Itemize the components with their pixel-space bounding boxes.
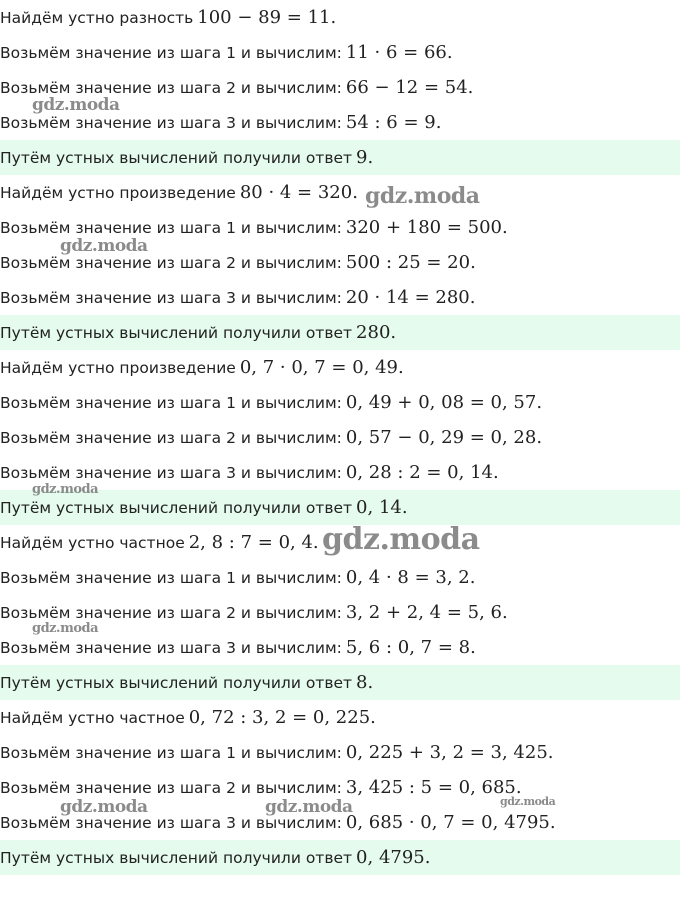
step-line: Найдём устно частное 2, 8 : 7 = 0, 4. [0, 525, 680, 560]
step-text: Возьмём значение из шага 2 и вычислим: [0, 428, 342, 447]
step-line: Возьмём значение из шага 1 и вычислим: 32… [0, 210, 680, 245]
step-formula: 500 : 25 = 20. [345, 252, 476, 273]
watermark: gdz.moda [32, 482, 99, 497]
step-text: Возьмём значение из шага 3 и вычислим: [0, 463, 342, 482]
step-text: Возьмём значение из шага 2 и вычислим: [0, 778, 342, 797]
watermark: gdz.moda [60, 797, 148, 817]
step-formula: 2, 8 : 7 = 0, 4. [188, 532, 319, 553]
watermark: gdz.moda [265, 797, 353, 817]
step-formula: 0, 28 : 2 = 0, 14. [345, 462, 499, 483]
step-text: Возьмём значение из шага 1 и вычислим: [0, 743, 342, 762]
step-line: Возьмём значение из шага 1 и вычислим: 0,… [0, 560, 680, 595]
step-line: Найдём устно частное 0, 72 : 3, 2 = 0, 22… [0, 700, 680, 735]
watermark: gdz.moda [500, 795, 556, 808]
step-formula: 80 · 4 = 320. [239, 182, 358, 203]
step-formula: 280. [356, 322, 397, 343]
step-text: Возьмём значение из шага 1 и вычислим: [0, 568, 342, 587]
step-formula: 54 : 6 = 9. [345, 112, 442, 133]
step-text: Возьмём значение из шага 1 и вычислим: [0, 43, 342, 62]
step-text: Путём устных вычислений получили ответ [0, 673, 353, 692]
step-formula: 0, 72 : 3, 2 = 0, 225. [188, 707, 376, 728]
answer-line: Путём устных вычислений получили ответ 0,… [0, 840, 680, 875]
step-line: Найдём устно произведение 0, 7 · 0, 7 = 0… [0, 350, 680, 385]
step-formula: 0, 14. [356, 497, 408, 518]
step-text: Путём устных вычислений получили ответ [0, 498, 353, 517]
answer-line: Путём устных вычислений получили ответ 0,… [0, 490, 680, 525]
step-formula: 0, 4 · 8 = 3, 2. [345, 567, 476, 588]
step-line: Возьмём значение из шага 2 и вычислим: 50… [0, 245, 680, 280]
step-formula: 8. [356, 672, 374, 693]
step-formula: 9. [356, 147, 374, 168]
step-text: Возьмём значение из шага 1 и вычислим: [0, 393, 342, 412]
step-formula: 0, 4795. [356, 847, 431, 868]
step-formula: 3, 425 : 5 = 0, 685. [345, 777, 522, 798]
step-formula: 0, 685 · 0, 7 = 0, 4795. [345, 812, 556, 833]
step-text: Найдём устно произведение [0, 358, 236, 377]
step-formula: 5, 6 : 0, 7 = 8. [345, 637, 476, 658]
step-formula: 0, 7 · 0, 7 = 0, 49. [239, 357, 404, 378]
watermark: gdz.moda [365, 183, 480, 209]
step-formula: 0, 225 + 3, 2 = 3, 425. [345, 742, 554, 763]
watermark: gdz.moda [322, 522, 480, 557]
step-line: Возьмём значение из шага 3 и вычислим: 0,… [0, 455, 680, 490]
step-formula: 11 · 6 = 66. [345, 42, 453, 63]
step-text: Найдём устно частное [0, 708, 185, 727]
step-text: Возьмём значение из шага 1 и вычислим: [0, 218, 342, 237]
step-text: Найдём устно произведение [0, 183, 236, 202]
step-line: Возьмём значение из шага 3 и вычислим: 0,… [0, 805, 680, 840]
step-line: Возьмём значение из шага 1 и вычислим: 11… [0, 35, 680, 70]
watermark: gdz.moda [60, 236, 148, 256]
step-line: Возьмём значение из шага 2 и вычислим: 66… [0, 70, 680, 105]
step-text: Путём устных вычислений получили ответ [0, 323, 353, 342]
watermark: gdz.moda [32, 95, 120, 115]
step-line: Возьмём значение из шага 2 и вычислим: 3,… [0, 770, 680, 805]
step-line: Возьмём значение из шага 1 и вычислим: 0,… [0, 385, 680, 420]
step-formula: 66 − 12 = 54. [345, 77, 474, 98]
step-text: Найдём устно частное [0, 533, 185, 552]
watermark: gdz.moda [32, 621, 99, 636]
step-line: Возьмём значение из шага 3 и вычислим: 5,… [0, 630, 680, 665]
step-text: Возьмём значение из шага 3 и вычислим: [0, 638, 342, 657]
step-line: Возьмём значение из шага 2 и вычислим: 0,… [0, 420, 680, 455]
step-formula: 100 − 89 = 11. [197, 7, 337, 28]
step-line: Найдём устно произведение 80 · 4 = 320. [0, 175, 680, 210]
step-text: Возьмём значение из шага 2 и вычислим: [0, 78, 342, 97]
step-line: Найдём устно разность 100 − 89 = 11. [0, 0, 680, 35]
step-formula: 320 + 180 = 500. [345, 217, 508, 238]
answer-line: Путём устных вычислений получили ответ 8. [0, 665, 680, 700]
step-formula: 3, 2 + 2, 4 = 5, 6. [345, 602, 508, 623]
step-text: Возьмём значение из шага 2 и вычислим: [0, 253, 342, 272]
answer-line: Путём устных вычислений получили ответ 9. [0, 140, 680, 175]
answer-line: Путём устных вычислений получили ответ 28… [0, 315, 680, 350]
step-text: Возьмём значение из шага 3 и вычислим: [0, 813, 342, 832]
step-line: Возьмём значение из шага 3 и вычислим: 20… [0, 280, 680, 315]
step-text: Возьмём значение из шага 3 и вычислим: [0, 288, 342, 307]
step-text: Найдём устно разность [0, 8, 194, 27]
step-text: Возьмём значение из шага 2 и вычислим: [0, 603, 342, 622]
step-line: Возьмём значение из шага 2 и вычислим: 3,… [0, 595, 680, 630]
step-line: Возьмём значение из шага 3 и вычислим: 54… [0, 105, 680, 140]
step-text: Путём устных вычислений получили ответ [0, 848, 353, 867]
step-text: Путём устных вычислений получили ответ [0, 148, 353, 167]
step-formula: 20 · 14 = 280. [345, 287, 476, 308]
step-text: Возьмём значение из шага 3 и вычислим: [0, 113, 342, 132]
step-formula: 0, 49 + 0, 08 = 0, 57. [345, 392, 543, 413]
step-line: Возьмём значение из шага 1 и вычислим: 0,… [0, 735, 680, 770]
step-formula: 0, 57 − 0, 29 = 0, 28. [345, 427, 543, 448]
